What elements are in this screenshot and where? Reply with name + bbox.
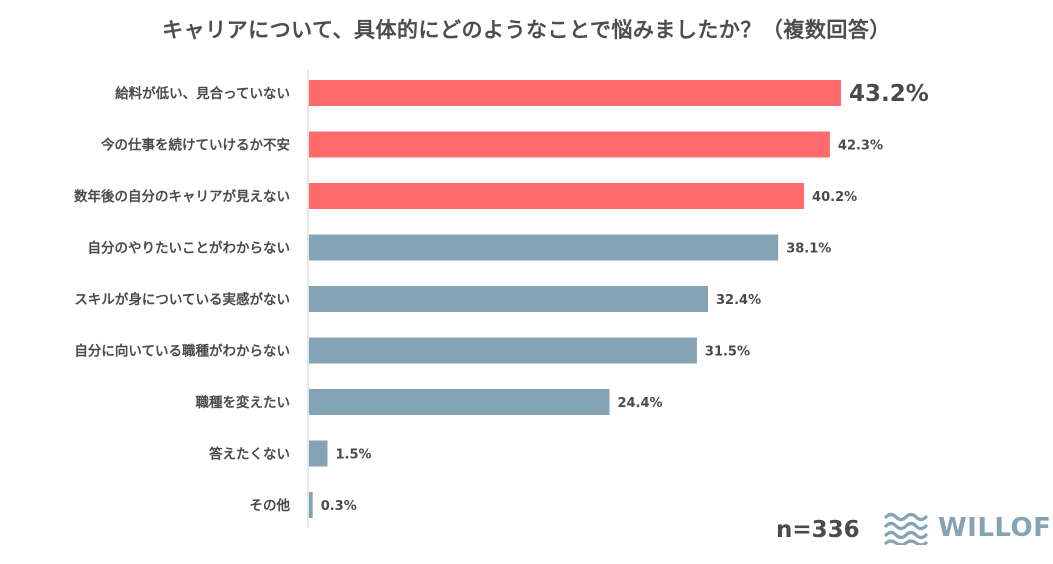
sample-size-label: n=336 — [776, 517, 860, 543]
category-label: 今の仕事を続けていけるか不安 — [101, 137, 290, 154]
bar — [309, 389, 610, 415]
bar — [309, 337, 697, 364]
brand-logo: WILLOF — [884, 508, 1051, 548]
value-label: 1.5% — [335, 448, 371, 463]
value-label: 38.1% — [786, 242, 831, 257]
bar — [309, 286, 708, 312]
category-label: 自分のやりたいことがわからない — [88, 240, 291, 257]
chart-title: キャリアについて、具体的にどのようなことで悩みましたか？（複数回答） — [162, 18, 891, 42]
value-label: 32.4% — [716, 293, 761, 308]
category-label: 給料が低い、見合っていない — [115, 85, 290, 102]
brand-name: WILLOF — [938, 513, 1052, 543]
value-label: 31.5% — [705, 345, 750, 360]
bar — [309, 234, 779, 261]
category-label: その他 — [250, 497, 291, 514]
category-label: 数年後の自分のキャリアが見えない — [74, 188, 290, 205]
bar — [309, 183, 805, 209]
value-label: 43.2% — [849, 81, 929, 107]
value-label: 24.4% — [617, 396, 662, 411]
bar — [309, 492, 313, 518]
bar — [309, 131, 830, 158]
category-label: 職種を変えたい — [196, 394, 291, 411]
bar — [309, 80, 841, 106]
category-label: 自分に向いている職種がわからない — [74, 343, 290, 360]
bar — [309, 440, 328, 467]
value-label: 40.2% — [812, 190, 857, 205]
category-label: スキルが身についている実感がない — [74, 291, 290, 308]
category-label: 答えたくない — [209, 446, 290, 463]
value-label: 0.3% — [321, 499, 357, 514]
value-label: 42.3% — [838, 139, 883, 154]
wave-logo-icon — [884, 512, 928, 545]
